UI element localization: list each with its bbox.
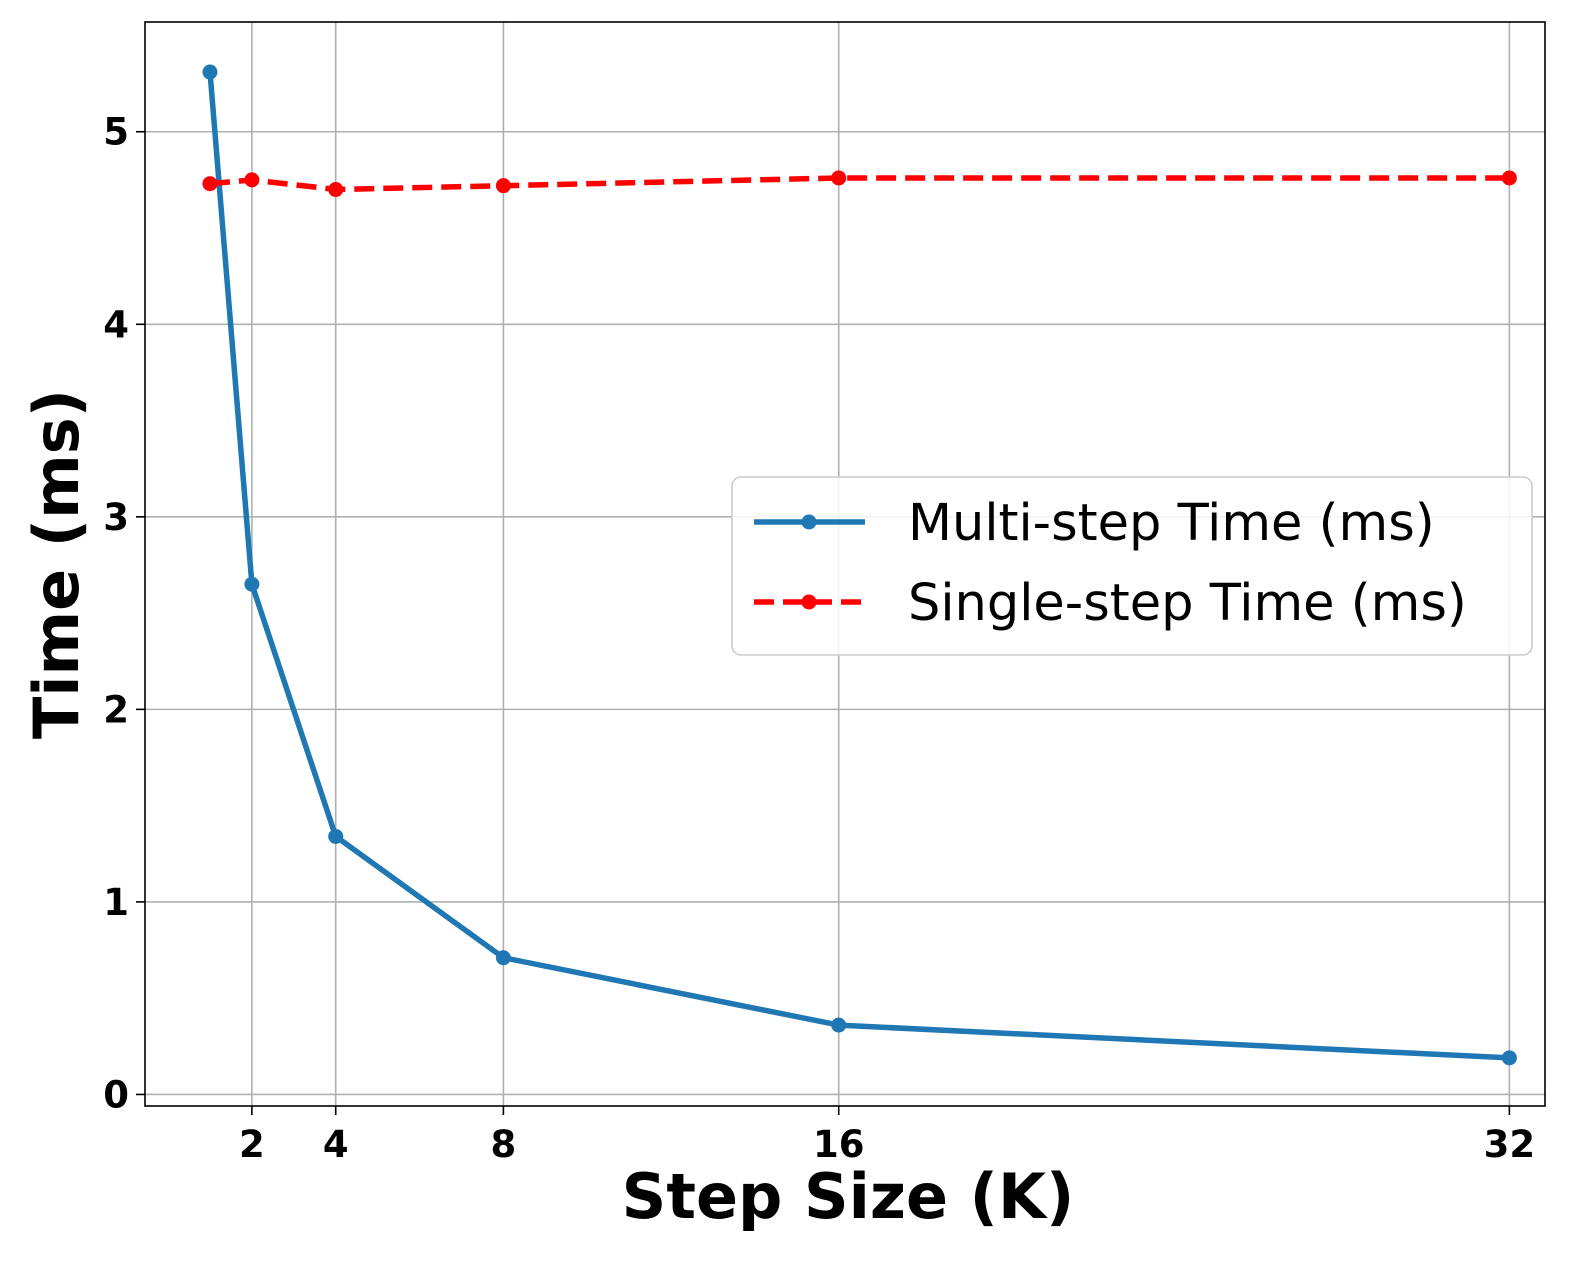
data-point-multi-step-time xyxy=(1501,1050,1517,1066)
data-point-multi-step-time xyxy=(202,64,218,80)
y-axis-title: Time (ms) xyxy=(20,389,93,739)
legend-label-multi-step: Multi-step Time (ms) xyxy=(908,494,1435,553)
series-layer xyxy=(202,64,1517,1066)
data-point-single-step-time xyxy=(328,182,344,198)
y-tick-label: 5 xyxy=(103,111,129,154)
y-tick-label: 3 xyxy=(103,496,129,539)
grid xyxy=(145,22,1545,1106)
legend: Multi-step Time (ms) Single-step Time (m… xyxy=(731,476,1533,656)
legend-marker-single-step xyxy=(801,594,817,610)
y-tick-label: 4 xyxy=(103,303,129,346)
data-point-single-step-time xyxy=(831,170,847,186)
data-point-multi-step-time xyxy=(244,576,260,592)
data-point-single-step-time xyxy=(495,178,511,194)
data-point-single-step-time xyxy=(1501,170,1517,186)
data-point-single-step-time xyxy=(202,176,218,192)
ticks: 2 4 8 16 32 0 1 2 3 4 5 xyxy=(103,111,1535,1166)
x-tick-label: 8 xyxy=(491,1123,517,1166)
legend-marker-multi-step xyxy=(801,514,817,530)
data-point-multi-step-time xyxy=(831,1017,847,1033)
plot-frame xyxy=(144,21,1546,1107)
x-tick-label: 2 xyxy=(239,1123,265,1166)
y-tick-label: 1 xyxy=(103,881,129,924)
x-tick-label: 16 xyxy=(813,1123,865,1166)
data-point-multi-step-time xyxy=(328,828,344,844)
x-tick-label: 32 xyxy=(1484,1123,1536,1166)
legend-box xyxy=(731,476,1533,656)
y-tick-label: 2 xyxy=(103,688,129,731)
data-point-multi-step-time xyxy=(495,950,511,966)
legend-label-single-step: Single-step Time (ms) xyxy=(908,574,1467,633)
x-tick-label: 4 xyxy=(323,1123,349,1166)
data-point-single-step-time xyxy=(244,172,260,188)
x-axis-title: Step Size (K) xyxy=(622,1160,1075,1233)
series-line-multi-step-time xyxy=(207,71,1510,1061)
y-tick-label: 0 xyxy=(103,1073,129,1116)
